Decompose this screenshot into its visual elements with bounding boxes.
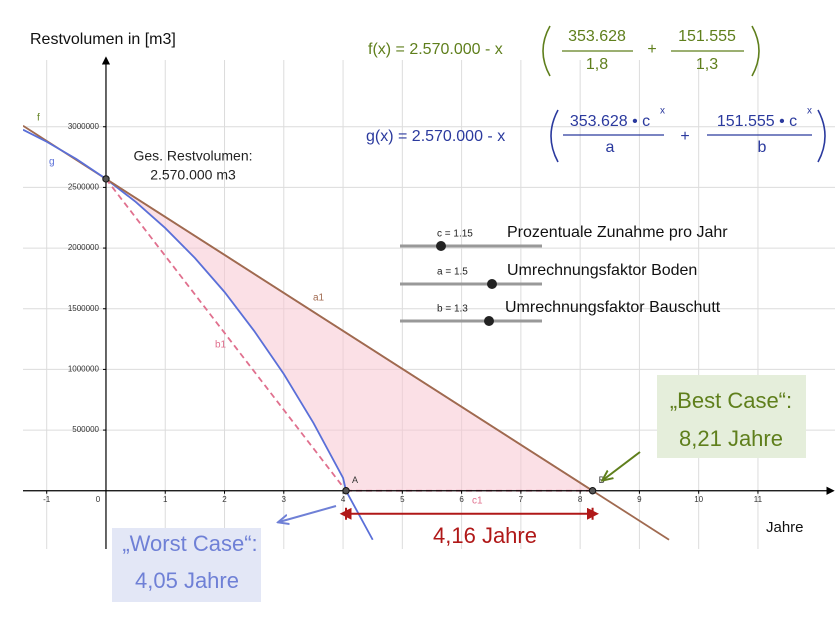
segment-label: c1: [472, 496, 483, 507]
callout-title: „Best Case“:: [670, 388, 792, 413]
segment-label: b1: [215, 340, 227, 351]
numerator: 353.628: [568, 28, 626, 45]
x-tick-label: 7: [519, 495, 524, 504]
numerator: 353.628 • c: [570, 113, 650, 130]
overlay: -1 0 1 2 3 4 5 6 7 8 9 10 11 500000 1000000 1500000 2000…: [23, 56, 835, 549]
x-tick-label: 5: [400, 495, 405, 504]
curve-label: g: [49, 157, 55, 168]
y-axis-label: Restvolumen in [m3]: [30, 31, 176, 48]
slider-description: Prozentuale Zunahme pro Jahr: [507, 224, 728, 241]
callout-arrow: [603, 451, 641, 480]
x-tick-label: 9: [637, 495, 642, 504]
y-tick-label: 1000000: [68, 365, 100, 374]
slider-knob[interactable]: [436, 241, 446, 251]
y-tick-label: 2000000: [68, 243, 100, 252]
start-note: 2.570.000 m3: [150, 167, 236, 183]
slider-description: Umrechnungsfaktor Boden: [507, 262, 697, 279]
callout-box: [112, 528, 261, 602]
slider-label: c = 1.15: [437, 229, 473, 240]
x-tick-label: 11: [754, 495, 763, 504]
x-tick-label: 0: [96, 495, 101, 504]
paren: [817, 109, 826, 163]
paren: [550, 109, 559, 163]
slider-label: a = 1.5: [437, 267, 468, 278]
slider-knob[interactable]: [487, 279, 497, 289]
callout-arrow: [279, 505, 337, 522]
formula-lhs: g(x) = 2.570.000 - x: [366, 128, 505, 145]
x-tick-label: 3: [282, 495, 287, 504]
x-axis-label: Jahre: [766, 519, 804, 536]
formula-f: f(x) = 2.570.000 - x 353.628 1,8 + 151.5…: [368, 25, 760, 77]
callout-value: 4,05 Jahre: [135, 568, 239, 593]
x-tick-label: 8: [578, 495, 583, 504]
point: [102, 175, 110, 183]
start-note: Ges. Restvolumen:: [133, 148, 252, 164]
formula-lhs: f(x) = 2.570.000 - x: [368, 41, 503, 58]
point-label: A: [352, 475, 358, 485]
y-tick-label: 3000000: [68, 122, 100, 131]
paren: [751, 25, 760, 77]
denominator: 1,3: [696, 56, 718, 73]
y-tick-label: 2500000: [68, 183, 100, 192]
numerator: 151.555 • c: [717, 113, 797, 130]
segment: [105, 178, 347, 492]
superscript: x: [660, 106, 665, 117]
point: [588, 487, 597, 495]
slider-knob[interactable]: [484, 316, 494, 326]
difference-label: 4,16 Jahre: [433, 523, 537, 548]
callout-title: „Worst Case“:: [122, 531, 257, 556]
segment-label: a1: [313, 293, 325, 304]
denominator: 1,8: [586, 56, 608, 73]
numerator: 151.555: [678, 28, 736, 45]
slider-description: Umrechnungsfaktor Bauschutt: [505, 299, 721, 316]
segment: [105, 178, 594, 492]
x-tick-label: -1: [43, 495, 51, 504]
y-tick-label: 1500000: [68, 304, 100, 313]
denominator: a: [606, 139, 615, 156]
point: [342, 487, 350, 495]
curve: [23, 128, 374, 541]
slider-panel: c = 1.15 a = 1.5 b = 1.3 Prozentuale Zun…: [400, 224, 728, 326]
denominator: b: [758, 139, 767, 156]
x-tick-label: 10: [694, 495, 703, 504]
x-tick-label: 6: [459, 495, 464, 504]
best-case-callout: „Best Case“: 8,21 Jahre: [603, 375, 806, 480]
callout-box: [657, 375, 806, 458]
callout-value: 8,21 Jahre: [679, 426, 783, 451]
operator: +: [647, 41, 656, 58]
paren: [542, 25, 551, 77]
operator: +: [680, 128, 689, 145]
formula-g: g(x) = 2.570.000 - x 353.628 • c x a + 1…: [366, 106, 826, 163]
y-tick-label: 500000: [72, 425, 99, 434]
x-tick-label: 4: [341, 495, 346, 504]
superscript: x: [807, 106, 812, 117]
curve-label: f: [37, 113, 40, 124]
slider-label: b = 1.3: [437, 304, 468, 315]
x-tick-label: 2: [222, 495, 227, 504]
worst-case-callout: „Worst Case“: 4,05 Jahre: [112, 505, 337, 602]
x-tick-label: 1: [163, 495, 168, 504]
